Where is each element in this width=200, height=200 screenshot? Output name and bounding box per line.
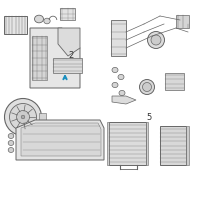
Bar [165,73,184,90]
Polygon shape [112,96,136,104]
Ellipse shape [35,15,44,23]
Bar [53,58,82,73]
Polygon shape [30,28,80,88]
Text: 5: 5 [146,112,152,121]
Ellipse shape [16,110,30,123]
Bar [39,113,46,121]
Ellipse shape [8,134,14,138]
Bar [4,16,27,34]
Ellipse shape [4,98,42,136]
Ellipse shape [151,35,161,45]
Ellipse shape [142,83,152,92]
Ellipse shape [10,104,36,130]
Polygon shape [21,123,101,156]
Polygon shape [58,28,80,56]
Ellipse shape [112,67,118,73]
Bar [109,122,146,165]
Bar [186,126,189,165]
Text: 2: 2 [68,51,74,60]
Ellipse shape [140,80,154,95]
Bar [160,126,186,165]
Ellipse shape [112,82,118,88]
Ellipse shape [119,90,125,96]
Ellipse shape [148,31,164,48]
Polygon shape [16,120,104,160]
Bar [111,20,126,56]
Ellipse shape [44,18,50,24]
Ellipse shape [8,140,14,146]
Bar [32,36,47,80]
Bar [60,8,75,20]
Ellipse shape [21,115,25,119]
Ellipse shape [118,74,124,80]
Bar [176,15,189,28]
Ellipse shape [8,148,14,152]
Bar [107,122,109,165]
Bar [146,122,148,165]
